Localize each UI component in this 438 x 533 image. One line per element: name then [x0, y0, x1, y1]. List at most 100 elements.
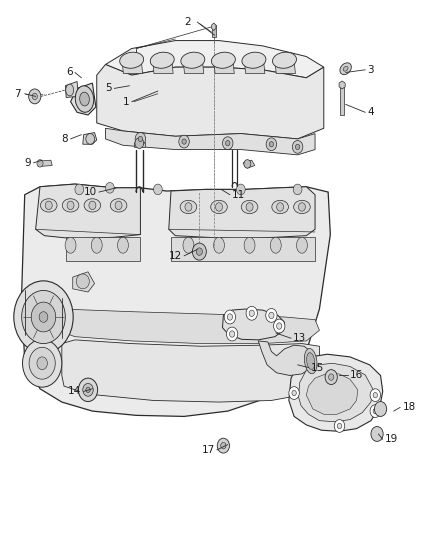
Circle shape — [196, 248, 202, 255]
Polygon shape — [106, 41, 324, 78]
Polygon shape — [306, 374, 358, 414]
Circle shape — [292, 390, 296, 395]
Circle shape — [374, 401, 387, 416]
Circle shape — [237, 184, 245, 195]
Circle shape — [223, 137, 233, 150]
Polygon shape — [244, 60, 265, 74]
Polygon shape — [97, 64, 324, 139]
Polygon shape — [275, 60, 295, 74]
Polygon shape — [21, 184, 330, 416]
Ellipse shape — [180, 200, 197, 214]
Ellipse shape — [270, 237, 281, 253]
Bar — [212, 25, 216, 37]
Polygon shape — [106, 128, 315, 155]
Polygon shape — [122, 60, 143, 74]
Text: 11: 11 — [232, 190, 245, 200]
Circle shape — [29, 348, 55, 379]
Polygon shape — [298, 364, 373, 422]
Text: 16: 16 — [350, 370, 363, 381]
Polygon shape — [152, 60, 173, 74]
Polygon shape — [134, 142, 145, 147]
Circle shape — [32, 93, 37, 100]
Circle shape — [298, 203, 305, 211]
Ellipse shape — [110, 199, 127, 212]
Text: 10: 10 — [84, 187, 97, 197]
Circle shape — [215, 203, 223, 211]
Ellipse shape — [150, 52, 174, 68]
Ellipse shape — [304, 349, 317, 374]
Circle shape — [249, 310, 254, 317]
Circle shape — [269, 142, 274, 147]
Polygon shape — [171, 237, 315, 261]
Text: 5: 5 — [106, 83, 112, 93]
Ellipse shape — [117, 237, 128, 253]
Circle shape — [31, 302, 56, 332]
Text: 9: 9 — [25, 158, 32, 168]
Ellipse shape — [242, 52, 266, 68]
Circle shape — [21, 290, 65, 344]
Ellipse shape — [66, 84, 74, 96]
Circle shape — [83, 383, 93, 396]
Ellipse shape — [91, 237, 102, 253]
Ellipse shape — [183, 237, 194, 253]
Polygon shape — [243, 160, 255, 168]
Circle shape — [334, 419, 345, 432]
Circle shape — [106, 182, 114, 193]
Ellipse shape — [120, 52, 144, 68]
Polygon shape — [65, 82, 78, 98]
Polygon shape — [258, 341, 314, 375]
Polygon shape — [38, 160, 52, 166]
Ellipse shape — [272, 52, 297, 68]
Text: 15: 15 — [311, 362, 324, 373]
Circle shape — [274, 319, 285, 333]
Circle shape — [226, 327, 238, 341]
Circle shape — [221, 442, 226, 449]
Ellipse shape — [80, 92, 89, 106]
Text: 13: 13 — [293, 333, 307, 343]
Ellipse shape — [244, 237, 255, 253]
Polygon shape — [62, 340, 319, 402]
Text: 17: 17 — [201, 445, 215, 455]
Circle shape — [37, 357, 47, 369]
Polygon shape — [57, 309, 319, 344]
Circle shape — [89, 201, 96, 209]
Polygon shape — [169, 187, 315, 239]
Circle shape — [78, 378, 98, 401]
Polygon shape — [83, 133, 97, 144]
Circle shape — [244, 160, 251, 168]
Ellipse shape — [212, 52, 235, 68]
Text: 4: 4 — [367, 107, 374, 117]
Circle shape — [370, 389, 381, 401]
Text: 1: 1 — [123, 96, 130, 107]
Circle shape — [39, 312, 48, 322]
Ellipse shape — [181, 52, 205, 68]
Circle shape — [86, 134, 95, 144]
Text: 8: 8 — [62, 134, 68, 144]
Circle shape — [28, 89, 41, 104]
Circle shape — [67, 201, 74, 209]
Circle shape — [269, 312, 274, 319]
Circle shape — [115, 201, 122, 209]
Circle shape — [277, 203, 284, 211]
Circle shape — [373, 408, 378, 414]
Circle shape — [373, 392, 378, 398]
Circle shape — [37, 160, 43, 167]
Ellipse shape — [211, 200, 227, 214]
Circle shape — [14, 281, 73, 353]
Ellipse shape — [84, 199, 101, 212]
Circle shape — [227, 314, 233, 320]
Circle shape — [185, 203, 192, 211]
Text: 12: 12 — [169, 251, 182, 261]
Text: 7: 7 — [14, 88, 21, 99]
Circle shape — [266, 138, 277, 151]
Circle shape — [192, 243, 206, 260]
Circle shape — [246, 203, 253, 211]
Circle shape — [182, 139, 186, 144]
Text: 18: 18 — [403, 402, 416, 413]
Circle shape — [289, 386, 299, 399]
Circle shape — [371, 426, 383, 441]
Bar — [340, 83, 344, 115]
Circle shape — [226, 141, 230, 146]
Ellipse shape — [214, 237, 224, 253]
Circle shape — [325, 369, 337, 384]
